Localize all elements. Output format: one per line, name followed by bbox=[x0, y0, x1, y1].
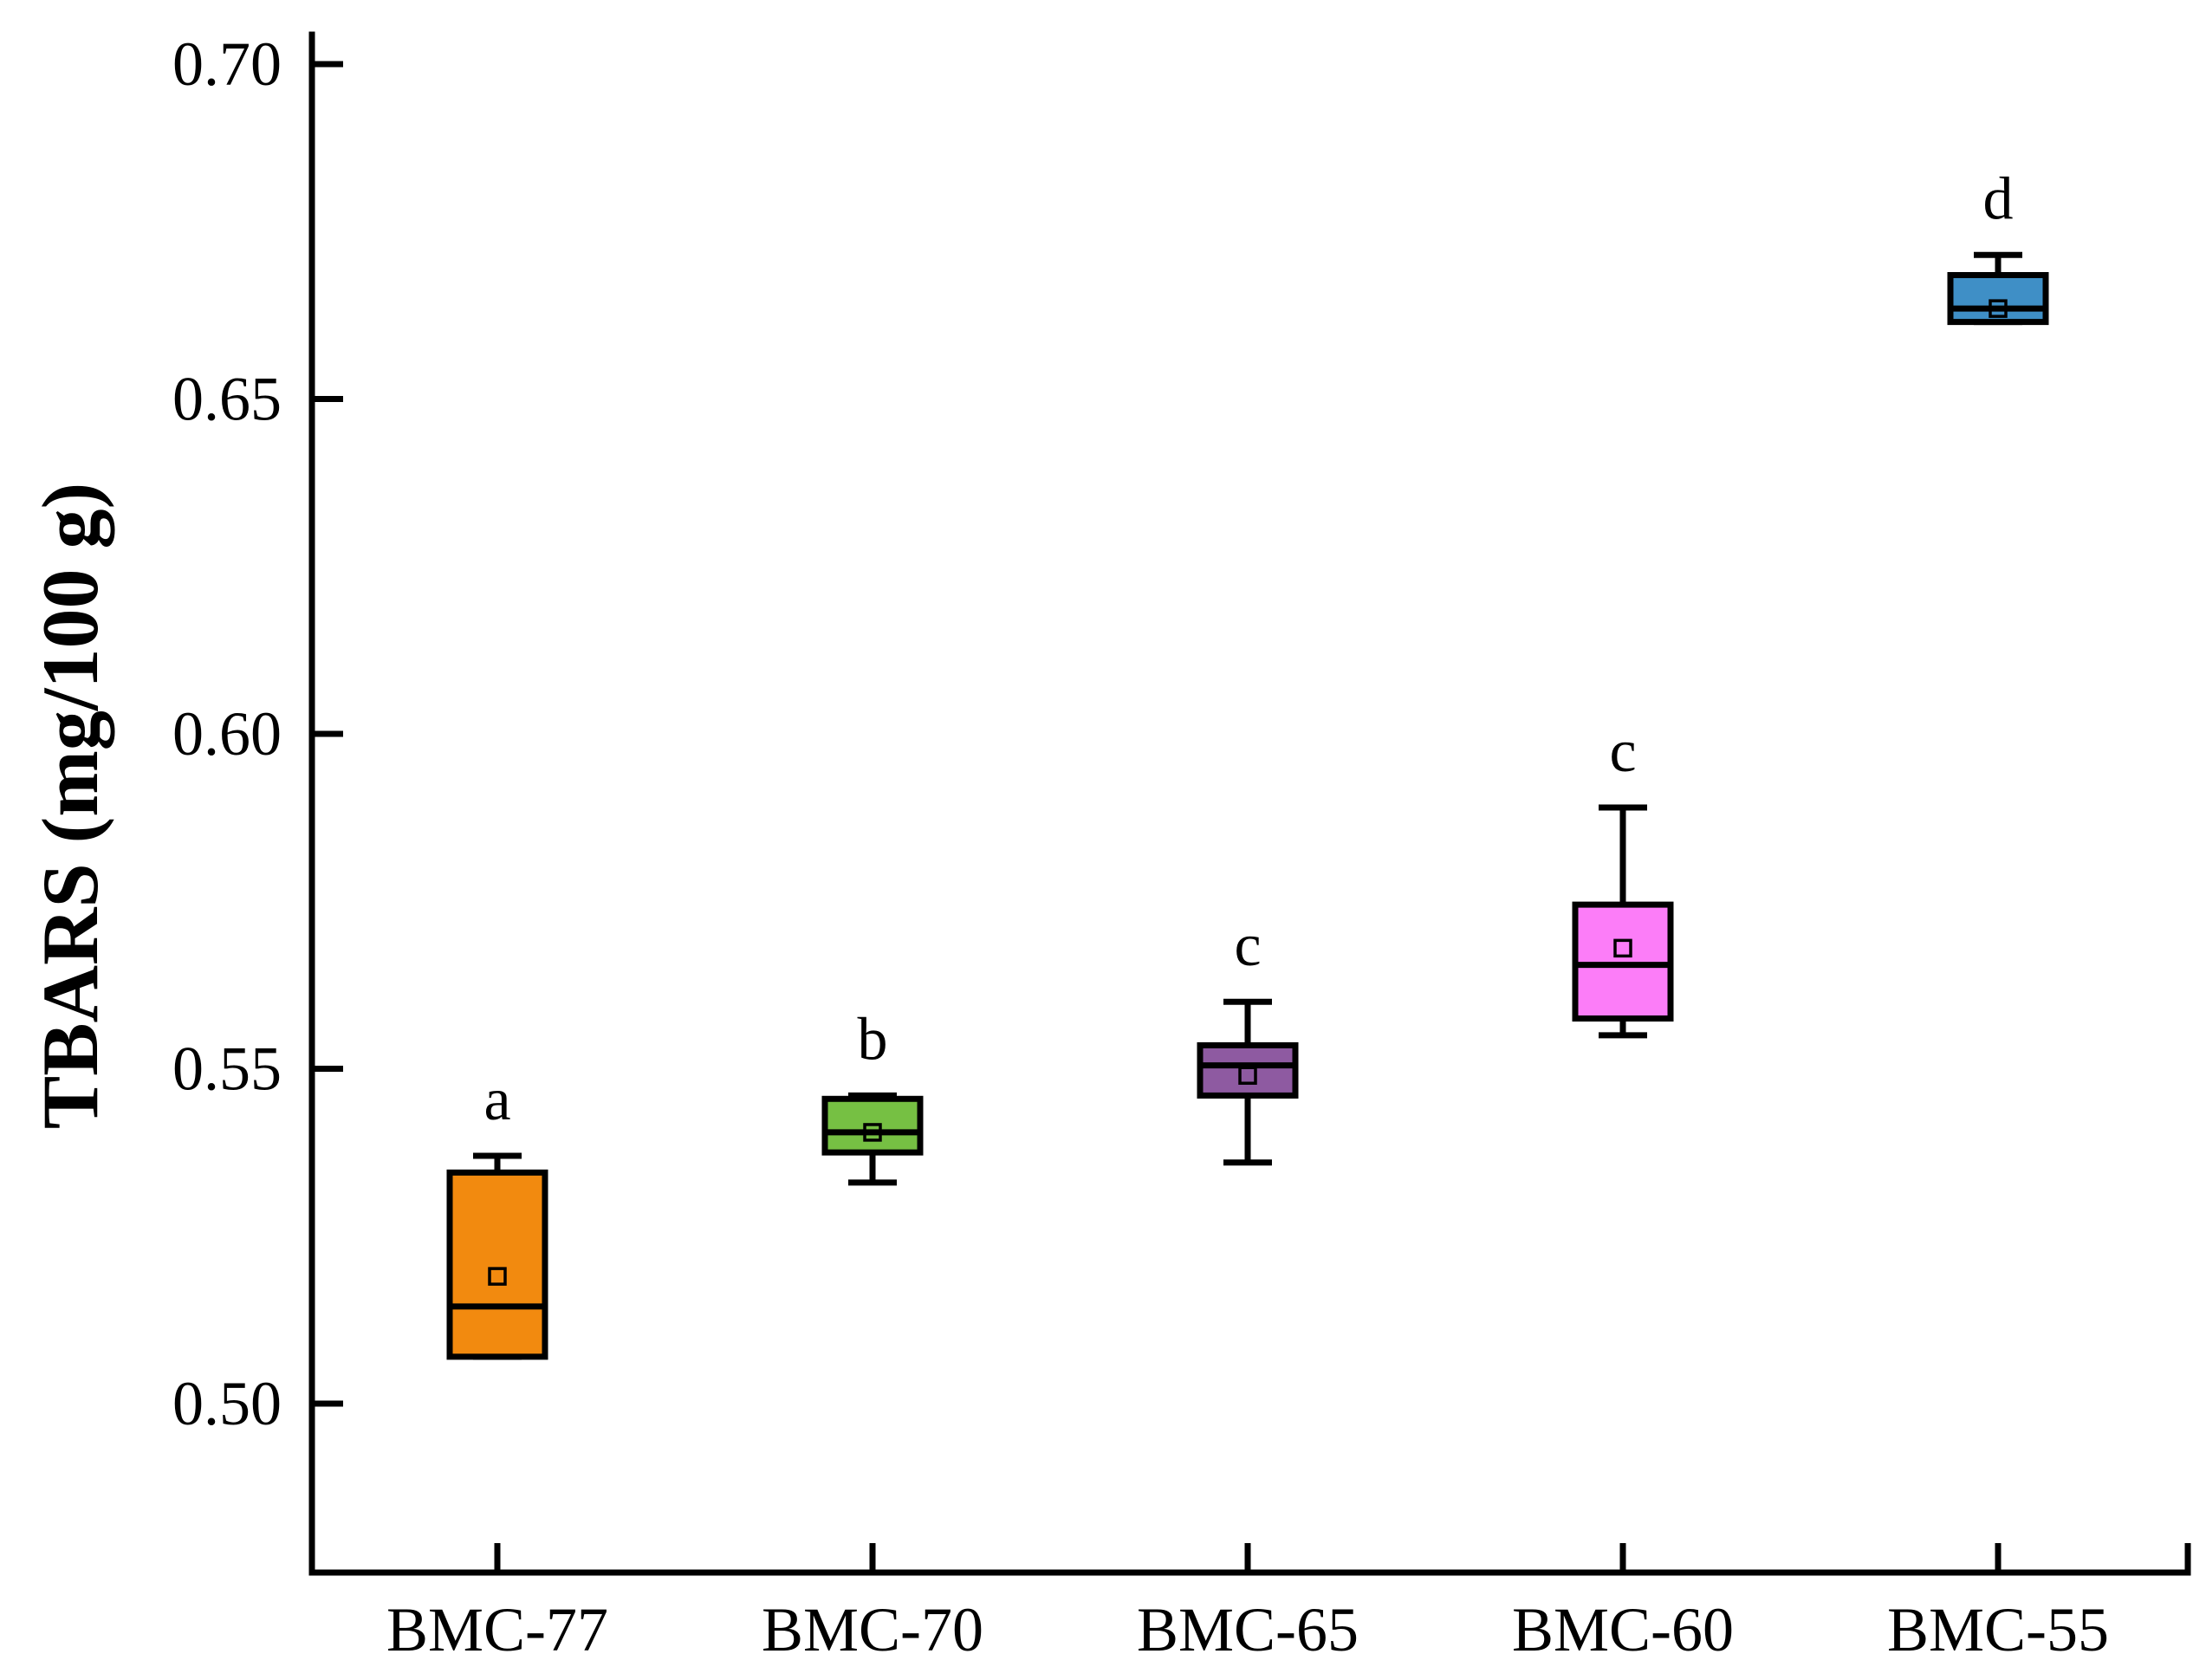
x-tick-label: BMC-77 bbox=[386, 1595, 608, 1664]
axes bbox=[308, 31, 2191, 1576]
y-tick-label: 0.55 bbox=[172, 1035, 282, 1104]
box-body bbox=[1947, 271, 2049, 326]
x-tick-label: BMC-65 bbox=[1137, 1595, 1359, 1664]
significance-letter: c bbox=[1609, 718, 1636, 785]
x-tick-label: BMC-60 bbox=[1512, 1595, 1734, 1664]
box-body bbox=[821, 1095, 924, 1156]
box-plot-bmc-70: b bbox=[821, 1006, 924, 1186]
mean-marker bbox=[1613, 938, 1632, 958]
y-tick-label: 0.65 bbox=[172, 365, 282, 434]
box-body bbox=[446, 1169, 548, 1360]
y-tick-label: 0.70 bbox=[172, 29, 282, 99]
box-body bbox=[1197, 1041, 1299, 1099]
y-tick-label: 0.60 bbox=[172, 699, 282, 769]
significance-letter: b bbox=[858, 1006, 888, 1073]
y-ticks: 0.50 0.55 0.60 0.65 0.70 bbox=[172, 29, 343, 1438]
mean-marker bbox=[488, 1267, 507, 1286]
y-axis-title: TBARS (mg/100 g) bbox=[26, 483, 114, 1129]
box-plot-bmc-65: c bbox=[1197, 912, 1299, 1166]
box-plot-bmc-77: a bbox=[446, 1067, 548, 1360]
mean-marker bbox=[1989, 299, 2008, 318]
significance-letter: c bbox=[1234, 912, 1261, 979]
significance-letter: a bbox=[483, 1067, 510, 1133]
x-ticks: BMC-77 BMC-70 BMC-65 BMC-60 BMC-55 bbox=[386, 1543, 2109, 1664]
significance-letter: d bbox=[1983, 165, 2014, 232]
mean-marker bbox=[1238, 1066, 1257, 1085]
boxes: a b c c d bbox=[446, 165, 2049, 1360]
box-body bbox=[1572, 901, 1674, 1022]
x-tick-label: BMC-70 bbox=[762, 1595, 983, 1664]
x-tick-label: BMC-55 bbox=[1887, 1595, 2109, 1664]
y-tick-label: 0.50 bbox=[172, 1369, 282, 1438]
box-plot-bmc-60: c bbox=[1572, 718, 1674, 1039]
mean-marker bbox=[863, 1123, 882, 1142]
box-plot-bmc-55: d bbox=[1947, 165, 2049, 326]
